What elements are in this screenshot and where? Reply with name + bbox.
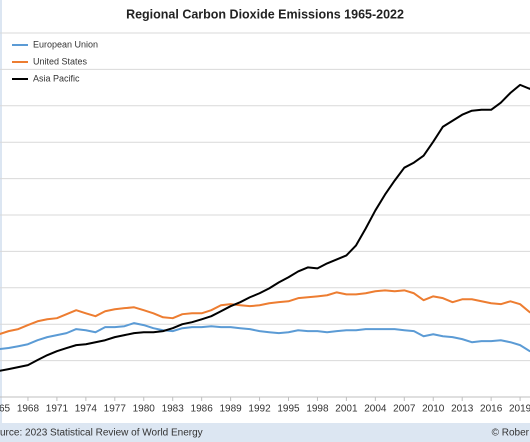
series-line <box>0 322 530 353</box>
legend-label: European Union <box>33 39 98 49</box>
x-tick-label: 2001 <box>335 404 358 415</box>
credit-note: © Rober <box>492 428 530 439</box>
legend-label: Asia Pacific <box>33 73 80 83</box>
frame-left <box>0 0 2 442</box>
x-tick-label: 2019 <box>509 404 530 415</box>
x-tick-label: 2016 <box>480 404 503 415</box>
x-tick-label: 2007 <box>393 404 416 415</box>
x-tick-label: 1995 <box>277 404 300 415</box>
x-tick-label: 1980 <box>133 404 156 415</box>
x-tick-label: 2013 <box>451 404 474 415</box>
x-tick-label: 1977 <box>104 404 127 415</box>
chart-title: Regional Carbon Dioxide Emissions 1965-2… <box>126 7 404 21</box>
legend-label: United States <box>33 56 88 66</box>
x-tick-label: 1998 <box>306 404 329 415</box>
x-tick-label: 1986 <box>191 404 214 415</box>
x-tick-label: 1968 <box>17 404 40 415</box>
series-line <box>0 289 530 335</box>
x-tick-label: 2010 <box>422 404 445 415</box>
x-tick-label: 1965 <box>0 404 11 415</box>
series-line <box>0 83 530 372</box>
x-tick-label: 1974 <box>75 404 98 415</box>
x-tick-label: 1983 <box>162 404 185 415</box>
footer-band <box>0 423 530 442</box>
x-tick-label: 2004 <box>364 404 387 415</box>
source-note: urce: 2023 Statistical Review of World E… <box>0 428 203 439</box>
x-tick-label: 1971 <box>46 404 69 415</box>
x-tick-label: 1989 <box>219 404 242 415</box>
x-tick-label: 1992 <box>248 404 271 415</box>
